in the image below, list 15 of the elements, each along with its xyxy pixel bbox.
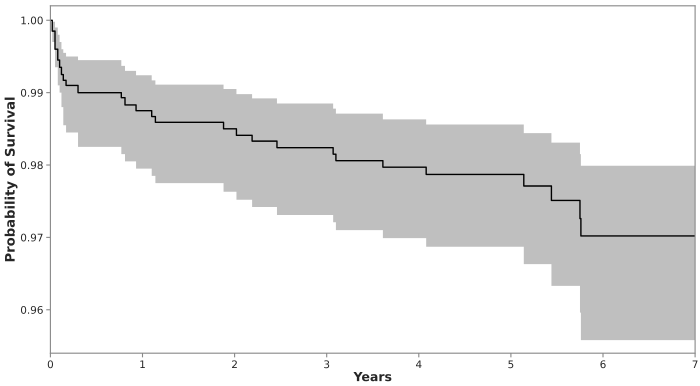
- y-tick-label: 0.99: [20, 88, 43, 97]
- x-tick-label: 1: [140, 360, 145, 368]
- y-tick-label: 0.96: [20, 306, 43, 314]
- x-tick-label: 7: [692, 360, 698, 368]
- x-tick-label: 2: [232, 360, 237, 368]
- y-tick-label: 0.98: [20, 161, 43, 170]
- y-axis-title: Probability of Survival: [4, 98, 18, 262]
- x-tick-label: 0: [48, 360, 54, 368]
- x-tick-label: 4: [416, 360, 422, 368]
- y-tick-label: 0.97: [20, 234, 43, 242]
- x-tick-label: 5: [508, 360, 514, 368]
- y-tick-label: 1.00: [21, 16, 43, 24]
- x-tick-label: 6: [600, 360, 606, 368]
- x-axis-title: Years: [353, 372, 392, 382]
- x-tick-label: 3: [324, 360, 330, 368]
